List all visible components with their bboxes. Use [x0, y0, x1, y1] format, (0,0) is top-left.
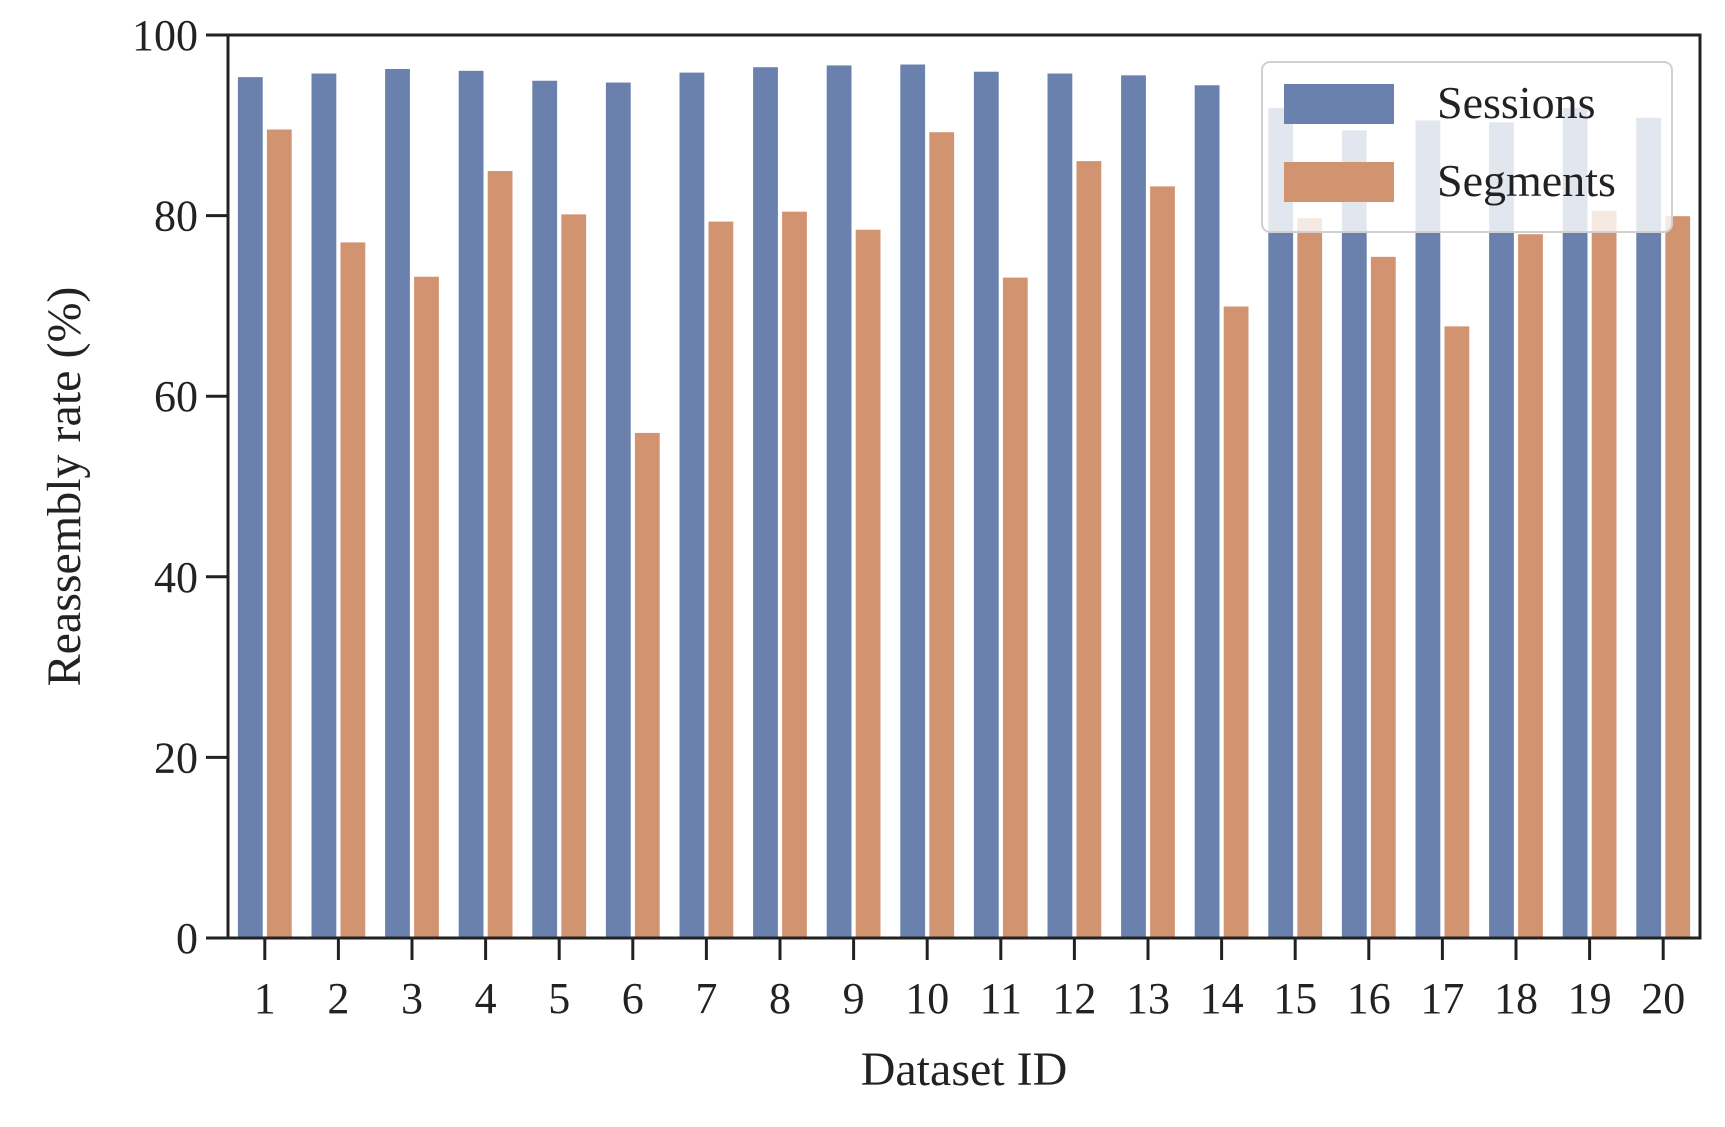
bar-sessions-12 [1046, 72, 1074, 939]
bar-segments-18 [1516, 233, 1545, 939]
x-tick-label-13: 13 [1126, 974, 1170, 1023]
bars-group [236, 63, 1692, 939]
bar-segments-7 [707, 220, 735, 939]
legend: Sessions Segments [1261, 61, 1673, 233]
bar-sessions-6 [604, 81, 632, 939]
x-tick-label-16: 16 [1347, 974, 1391, 1023]
y-tick-label-20: 20 [154, 733, 198, 782]
y-tick-label-40: 40 [154, 553, 198, 602]
bar-segments-16 [1369, 255, 1397, 939]
legend-swatch-segments [1284, 162, 1394, 202]
bar-sessions-9 [825, 64, 853, 939]
bar-segments-19 [1590, 209, 1618, 939]
bar-sessions-10 [899, 63, 927, 939]
bar-segments-20 [1664, 215, 1692, 939]
bar-segments-4 [486, 169, 514, 939]
bar-segments-13 [1148, 185, 1177, 939]
x-tick-label-18: 18 [1494, 974, 1538, 1023]
bar-segments-1 [265, 128, 293, 939]
x-tick-label-1: 1 [254, 974, 276, 1023]
bar-sessions-11 [972, 70, 1000, 939]
bar-sessions-8 [751, 66, 780, 939]
legend-label-segments: Segments [1437, 155, 1616, 206]
x-axis: 1 2 3 4 5 6 7 8 9 10 11 12 13 14 15 16 17 18 19 20 [254, 938, 1685, 1023]
bar-segments-6 [633, 431, 661, 939]
x-tick-label-6: 6 [622, 974, 644, 1023]
bar-segments-8 [780, 210, 809, 939]
y-tick-label-60: 60 [154, 372, 198, 421]
bar-sessions-14 [1193, 84, 1221, 939]
x-tick-label-15: 15 [1273, 974, 1317, 1023]
legend-swatch-sessions [1284, 84, 1394, 124]
legend-label-sessions: Sessions [1437, 77, 1595, 128]
bar-segments-9 [854, 228, 882, 939]
bar-sessions-18 [1487, 121, 1516, 939]
x-tick-label-7: 7 [695, 974, 717, 1023]
bar-segments-15 [1296, 216, 1324, 939]
bar-segments-14 [1222, 305, 1250, 939]
bar-sessions-4 [457, 69, 485, 939]
bar-sessions-7 [678, 71, 706, 939]
x-tick-label-9: 9 [843, 974, 865, 1023]
x-tick-label-3: 3 [401, 974, 423, 1023]
bar-segments-5 [560, 213, 588, 939]
x-tick-label-10: 10 [905, 974, 949, 1023]
bar-sessions-15 [1267, 106, 1295, 939]
y-axis-label: Reassembly rate (%) [38, 287, 91, 687]
bar-sessions-16 [1340, 129, 1368, 939]
bar-sessions-5 [531, 79, 559, 939]
y-axis: 0 20 40 60 80 100 [132, 11, 228, 963]
x-tick-label-17: 17 [1420, 974, 1464, 1023]
x-tick-label-20: 20 [1641, 974, 1685, 1023]
x-tick-label-8: 8 [769, 974, 791, 1023]
y-tick-label-100: 100 [132, 11, 198, 60]
bar-sessions-1 [236, 75, 264, 939]
bar-segments-10 [928, 131, 956, 939]
x-axis-label: Dataset ID [861, 1043, 1068, 1096]
x-tick-label-5: 5 [548, 974, 570, 1023]
x-tick-label-19: 19 [1568, 974, 1612, 1023]
bar-segments-2 [339, 241, 367, 939]
bar-segments-12 [1075, 159, 1103, 939]
x-tick-label-4: 4 [475, 974, 497, 1023]
x-tick-label-14: 14 [1200, 974, 1244, 1023]
y-tick-label-0: 0 [176, 914, 198, 963]
bar-sessions-20 [1635, 116, 1663, 939]
bar-sessions-3 [383, 67, 412, 939]
bar-sessions-13 [1119, 74, 1148, 939]
y-tick-label-80: 80 [154, 192, 198, 241]
x-tick-label-11: 11 [980, 974, 1022, 1023]
plot-frame [226, 33, 1702, 940]
bar-sessions-2 [310, 72, 338, 939]
bar-segments-3 [412, 275, 441, 939]
x-tick-label-12: 12 [1052, 974, 1096, 1023]
bar-sessions-17 [1414, 119, 1442, 939]
x-tick-label-2: 2 [327, 974, 349, 1023]
bar-segments-17 [1443, 325, 1471, 939]
bar-segments-11 [1001, 276, 1029, 939]
